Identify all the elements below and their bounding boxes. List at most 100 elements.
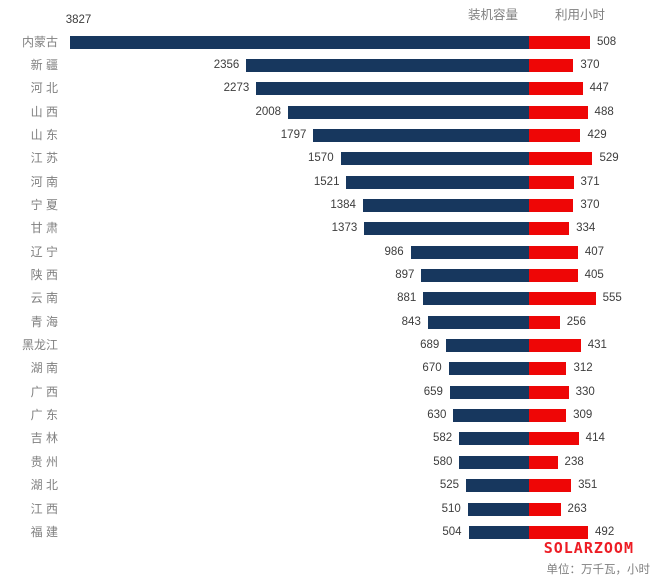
- hours-value-label: 508: [596, 35, 617, 48]
- category-label: 陕 西: [30, 268, 58, 282]
- capacity-bar: [459, 455, 529, 469]
- capacity-value-label: 1521: [313, 175, 340, 188]
- capacity-value-label: 525: [439, 479, 459, 492]
- category-label: 辽 宁: [30, 244, 58, 259]
- hours-bar: [529, 82, 583, 96]
- category-label: 内蒙古: [21, 34, 58, 49]
- capacity-bar: [364, 222, 529, 236]
- chart-row: 甘 肃 1373 334: [0, 222, 654, 236]
- capacity-bar: [340, 152, 529, 166]
- chart-row: 云 南 881 555: [0, 292, 654, 306]
- hours-bar: [529, 362, 567, 376]
- hours-bar: [529, 245, 578, 259]
- hours-value-label: 309: [573, 409, 593, 422]
- hours-bar: [529, 292, 596, 306]
- chart-row: 山 西 2008 488: [0, 104, 654, 120]
- hours-value-label: 256: [566, 315, 586, 328]
- hours-bar: [529, 175, 574, 189]
- category-label: 河 北: [30, 81, 58, 96]
- capacity-value-label: 630: [427, 409, 447, 422]
- chart-row: 河 北 2273 447: [0, 82, 654, 96]
- hours-bar: [529, 152, 593, 166]
- hours-value-label: 407: [584, 245, 605, 258]
- capacity-value-label: 504: [442, 525, 462, 538]
- hours-bar: [529, 58, 574, 72]
- category-label: 湖 北: [30, 478, 58, 493]
- capacity-bar: [246, 58, 529, 72]
- hours-value-label: 330: [575, 385, 595, 398]
- category-label: 贵 州: [30, 454, 58, 469]
- capacity-value-label: 986: [384, 245, 404, 258]
- hours-bar: [529, 432, 579, 446]
- category-label: 福 建: [30, 524, 58, 539]
- hours-bar: [529, 105, 588, 119]
- capacity-bar: [362, 198, 529, 212]
- hours-bar: [529, 198, 574, 212]
- capacity-bar: [423, 292, 529, 306]
- capacity-value-label: 843: [401, 315, 421, 328]
- capacity-bar: [256, 82, 529, 96]
- capacity-bar: [446, 339, 529, 353]
- category-label: 云 南: [30, 291, 58, 306]
- category-label: 山 西: [30, 104, 58, 119]
- legend-hours-label: 利用小时: [555, 8, 606, 22]
- chart-row: 江 西 510 263: [0, 501, 654, 517]
- capacity-bar: [346, 175, 529, 189]
- hours-bar: [529, 455, 558, 469]
- chart-row: 广 东 630 309: [0, 409, 654, 423]
- hours-value-label: 334: [576, 222, 596, 235]
- hours-bar: [529, 409, 567, 423]
- hours-value-label: 488: [594, 105, 614, 118]
- hours-bar: [529, 128, 581, 142]
- category-label: 山 东: [30, 127, 58, 142]
- chart-row: 贵 州 580 238: [0, 454, 654, 470]
- hours-bar: [529, 269, 578, 282]
- chart-row: 江 苏 1570 529: [0, 152, 654, 166]
- category-label: 青 海: [30, 314, 58, 329]
- capacity-value-label: 2356: [213, 58, 240, 71]
- hours-value-label: 414: [585, 432, 605, 445]
- chart-row: 陕 西 897 405: [0, 269, 654, 283]
- category-label: 吉 林: [30, 431, 58, 446]
- category-label: 广 西: [30, 384, 58, 399]
- chart-row: 新 疆 2356 370: [0, 58, 654, 73]
- capacity-bar: [288, 105, 529, 119]
- hours-value-label: 405: [584, 269, 604, 281]
- category-label: 河 南: [30, 174, 58, 189]
- chart-row: 河 南 1521 371: [0, 174, 654, 190]
- capacity-bar: [448, 362, 529, 376]
- hours-value-label: 492: [595, 525, 615, 538]
- capacity-value-label: 689: [420, 339, 440, 352]
- capacity-bar: [313, 128, 529, 142]
- capacity-bar: [459, 432, 529, 446]
- hours-bar: [529, 502, 561, 516]
- hours-bar: [529, 222, 570, 236]
- capacity-value-label: 510: [441, 502, 461, 515]
- capacity-value-label: 2273: [223, 82, 250, 95]
- capacity-bar: [410, 245, 529, 259]
- category-label: 湖 南: [30, 361, 58, 376]
- capacity-value-label: 2008: [255, 105, 282, 118]
- legend-capacity-label: 装机容量: [468, 8, 519, 22]
- capacity-value-label: 1797: [280, 128, 307, 141]
- hours-bar: [529, 35, 590, 49]
- category-label: 江 苏: [30, 151, 58, 166]
- capacity-bar: [421, 269, 529, 282]
- hours-bar: [529, 339, 581, 353]
- hours-bar: [529, 315, 560, 329]
- capacity-bar: [466, 479, 529, 493]
- category-label: 宁 夏: [30, 197, 58, 212]
- capacity-bar: [468, 525, 529, 539]
- chart-row: 辽 宁 986 407: [0, 244, 654, 260]
- hours-value-label: 370: [580, 198, 600, 211]
- category-label: 江 西: [30, 501, 58, 516]
- chart-row: 青 海 843 256: [0, 314, 654, 330]
- chart-row: 湖 南 670 312: [0, 362, 654, 376]
- chart-row: 吉 林 582 414: [0, 432, 654, 446]
- chart-row: 山 东 1797 429: [0, 127, 654, 143]
- capacity-value-label: 670: [422, 362, 442, 375]
- capacity-value-label: 897: [395, 269, 415, 281]
- chart-row: 黑龙江 689 431: [0, 339, 654, 353]
- chart-row: 宁 夏 1384 370: [0, 197, 654, 213]
- hours-value-label: 529: [599, 152, 619, 165]
